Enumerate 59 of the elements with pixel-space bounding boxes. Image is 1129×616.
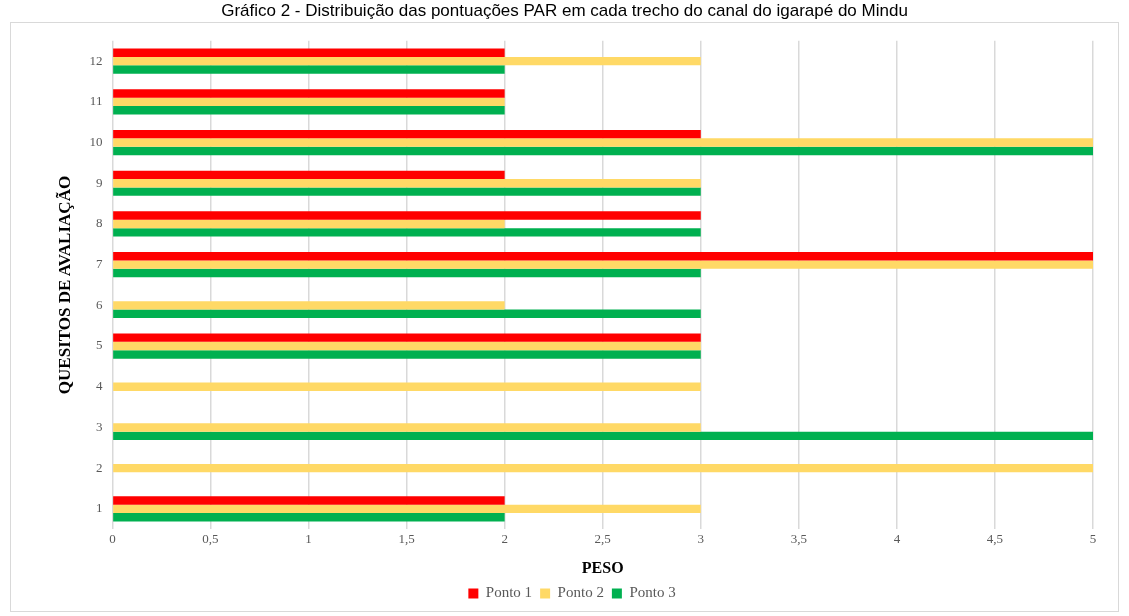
bar: [113, 228, 701, 237]
bar: [113, 382, 701, 391]
x-tick-label: 0,5: [202, 531, 219, 547]
y-tick-label: 4: [95, 378, 103, 394]
x-tick-label: 3,5: [790, 531, 807, 547]
x-tick-label: 2: [501, 531, 508, 547]
legend-label: Ponto 3: [629, 584, 676, 601]
bar: [113, 309, 701, 318]
bar: [113, 268, 701, 278]
x-tick-label: 0: [109, 531, 116, 547]
y-tick-label: 10: [89, 133, 103, 149]
y-axis-title: QUESITOS DE AVALIAÇÃO: [54, 175, 74, 395]
y-tick-label: 5: [95, 337, 103, 353]
bar: [113, 350, 701, 359]
bar: [113, 333, 701, 342]
bar: [113, 341, 701, 351]
bar: [113, 138, 1093, 147]
legend-label: Ponto 1: [485, 584, 533, 601]
bar: [113, 301, 505, 310]
x-tick-label: 2,5: [594, 531, 611, 547]
x-tick-label: 1,5: [398, 531, 415, 547]
bar: [113, 48, 505, 57]
bar: [113, 431, 1093, 441]
y-tick-label: 8: [95, 215, 103, 231]
bar: [113, 211, 701, 220]
y-tick-label: 6: [95, 296, 103, 312]
y-tick-label: 11: [89, 93, 103, 109]
bar: [113, 504, 701, 514]
y-tick-label: 1: [95, 500, 103, 516]
bar: [113, 423, 701, 432]
bar: [113, 463, 1093, 473]
x-tick-label: 3: [697, 531, 705, 547]
bar: [113, 219, 505, 229]
x-tick-label: 4,5: [986, 531, 1004, 547]
y-tick-label: 12: [89, 52, 103, 68]
bar: [113, 146, 1093, 156]
y-tick-label: 2: [95, 459, 103, 475]
bar: [113, 129, 701, 139]
x-tick-label: 4: [893, 531, 901, 547]
x-tick-label: 5: [1089, 531, 1097, 547]
bar: [113, 89, 505, 98]
bar: [113, 106, 505, 115]
x-axis-title: PESO: [581, 558, 624, 576]
bar: [113, 97, 505, 107]
bar: [113, 187, 701, 196]
bar: [113, 260, 1093, 269]
y-tick-label: 7: [95, 256, 103, 272]
x-tick-label: 1: [305, 531, 312, 547]
bar: [113, 179, 701, 188]
bar: [113, 56, 701, 66]
bar: [113, 252, 1093, 261]
bar: [113, 65, 505, 74]
bar: [113, 496, 505, 505]
y-tick-label: 9: [95, 174, 103, 190]
chart-title: Gráfico 2 - Distribuição das pontuações PAR em cada trecho do canal do igarapé do Mindu: [220, 0, 909, 22]
y-tick-label: 3: [95, 418, 103, 434]
legend-label: Ponto 2: [557, 584, 604, 601]
bar: [113, 513, 505, 522]
bar: [113, 170, 505, 180]
